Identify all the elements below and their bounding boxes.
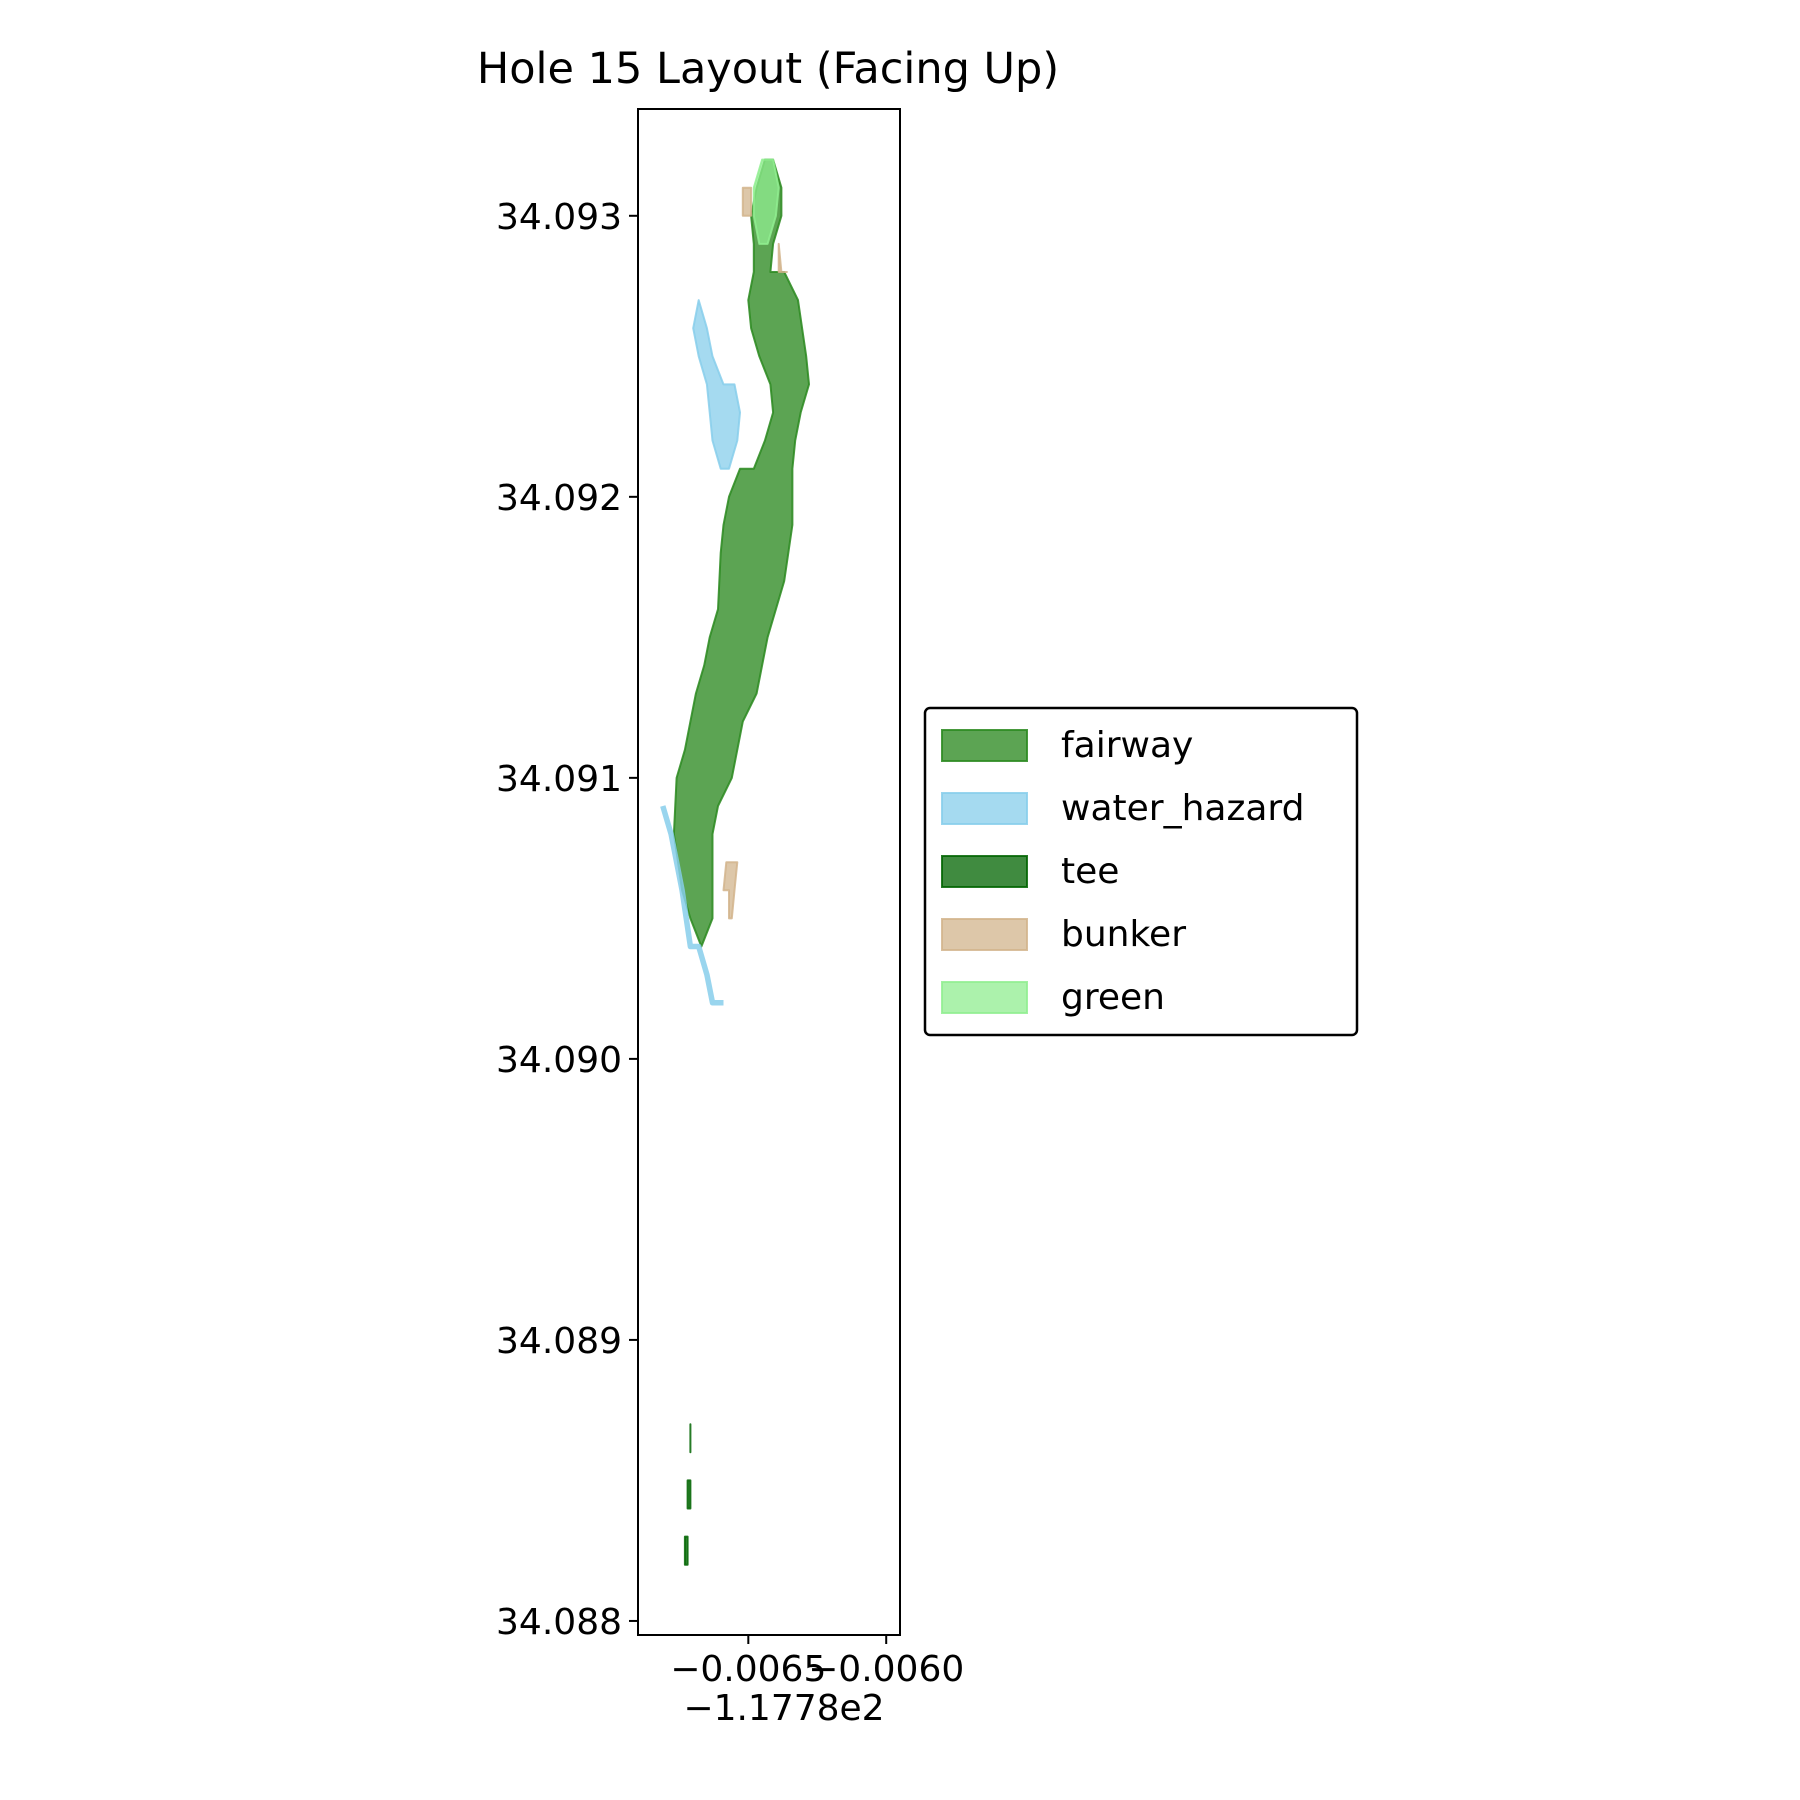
legend-swatch-water-hazard — [941, 792, 1028, 825]
x-tick-label-0: −0.0065 — [670, 1649, 826, 1690]
y-tick-label-1: 34.089 — [496, 1321, 622, 1362]
legend-swatch-fairway — [941, 729, 1028, 762]
y-tick-label-3: 34.091 — [496, 759, 622, 800]
y-tick-label-0: 34.088 — [496, 1602, 622, 1643]
legend-label-tee: tee — [1061, 851, 1119, 892]
bunker-area-6 — [722, 861, 739, 920]
legend-swatch-bunker — [941, 918, 1028, 951]
legend-swatch-green — [941, 981, 1028, 1014]
tee-area-5 — [683, 1535, 689, 1566]
chart-title: Hole 15 Layout (Facing Up) — [477, 44, 1059, 94]
y-axis: 34.088 34.089 34.090 34.091 34.092 34.093 — [496, 197, 638, 1643]
y-tick-label-5: 34.093 — [496, 197, 622, 238]
legend-swatch-tee — [941, 855, 1028, 888]
legend-box — [923, 706, 1359, 1037]
x-axis: −0.0065−0.0060 — [670, 1635, 964, 1690]
bunker-area-7 — [741, 186, 753, 217]
water-hazard-stream-2 — [660, 805, 724, 1006]
tee-area-4 — [686, 1479, 692, 1510]
legend-label-water-hazard: water_hazard — [1061, 788, 1304, 829]
x-tick-label-1: −0.0060 — [808, 1649, 964, 1690]
fairway-area-0 — [672, 158, 810, 948]
x-offset-label: −1.1778e2 — [683, 1688, 884, 1729]
legend-label-bunker: bunker — [1061, 914, 1186, 955]
bunker-area-8 — [777, 242, 788, 273]
plot-frame — [637, 108, 901, 1636]
y-tick-label-4: 34.092 — [496, 478, 622, 519]
y-tick-label-2: 34.090 — [496, 1040, 622, 1081]
water-hazard-area-1 — [692, 299, 741, 470]
legend-label-green: green — [1061, 977, 1165, 1018]
course-features — [660, 158, 810, 1566]
green-area-9 — [752, 158, 780, 245]
legend-label-fairway: fairway — [1061, 725, 1193, 766]
